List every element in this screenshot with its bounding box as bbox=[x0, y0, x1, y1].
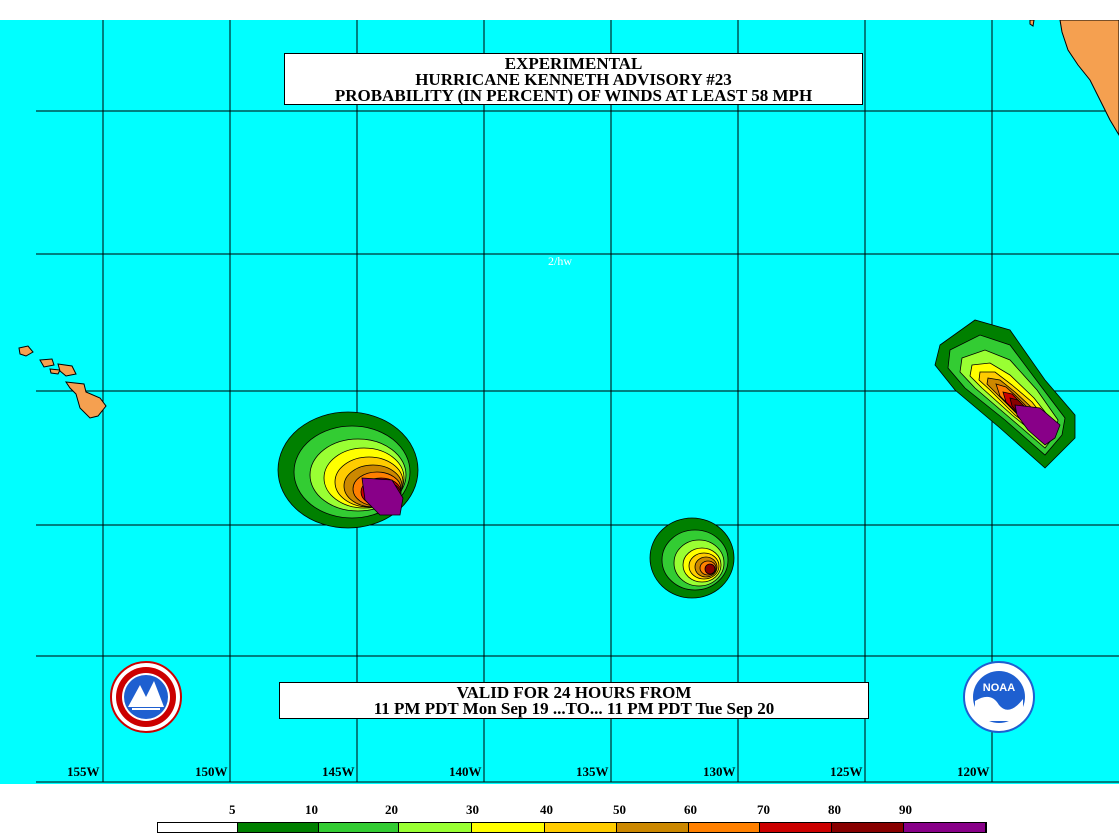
title-line-3: PROBABILITY (IN PERCENT) OF WINDS AT LEA… bbox=[334, 86, 813, 105]
lon-label-130w: 130W bbox=[703, 764, 736, 779]
legend-label-5: 5 bbox=[229, 802, 236, 817]
legend-swatch bbox=[319, 823, 399, 832]
probability-contour-west bbox=[277, 411, 419, 529]
noaa-logo-text: NOAA bbox=[983, 682, 1015, 694]
lon-label-145w: 145W bbox=[322, 764, 355, 779]
legend-color-bar bbox=[157, 822, 987, 833]
legend-label-70: 70 bbox=[757, 802, 770, 817]
map-area: EXPERIMENTAL HURRICANE KENNETH ADVISORY … bbox=[0, 20, 1119, 784]
probability-contour-center bbox=[649, 517, 735, 599]
legend-swatch bbox=[238, 823, 319, 832]
legend-swatch bbox=[617, 823, 689, 832]
legend-label-20: 20 bbox=[385, 802, 398, 817]
legend-swatch bbox=[832, 823, 904, 832]
noaa-logo: NOAA bbox=[963, 661, 1035, 733]
lon-label-120w: 120W bbox=[957, 764, 990, 779]
legend-label-50: 50 bbox=[613, 802, 626, 817]
legend-label-40: 40 bbox=[540, 802, 553, 817]
legend-label-30: 30 bbox=[466, 802, 479, 817]
lon-label-135w: 135W bbox=[576, 764, 609, 779]
legend-label-60: 60 bbox=[684, 802, 697, 817]
probability-contour-east bbox=[934, 319, 1076, 469]
lon-label-155w: 155W bbox=[67, 764, 100, 779]
nws-logo bbox=[110, 661, 182, 733]
california-landmass bbox=[1059, 20, 1119, 136]
lon-label-140w: 140W bbox=[449, 764, 482, 779]
latitude-grid bbox=[36, 110, 1119, 783]
legend-label-90: 90 bbox=[899, 802, 912, 817]
longitude-grid bbox=[102, 20, 993, 782]
lon-label-125w: 125W bbox=[830, 764, 863, 779]
legend-swatch bbox=[158, 823, 238, 832]
map-title-box: EXPERIMENTAL HURRICANE KENNETH ADVISORY … bbox=[284, 53, 863, 105]
title-line-1: EXPERIMENTAL bbox=[504, 54, 643, 73]
legend-swatch bbox=[472, 823, 545, 832]
hawaiian-islands bbox=[18, 345, 107, 419]
legend-swatch bbox=[689, 823, 760, 832]
map-small-label: 2/hw bbox=[548, 254, 572, 268]
legend-swatch bbox=[399, 823, 472, 832]
legend-swatch bbox=[760, 823, 832, 832]
title-line-2: HURRICANE KENNETH ADVISORY #23 bbox=[415, 70, 732, 89]
legend-swatch bbox=[545, 823, 617, 832]
valid-line-2: 11 PM PDT Mon Sep 19 ...TO... 11 PM PDT … bbox=[373, 699, 775, 718]
valid-line-1: VALID FOR 24 HOURS FROM bbox=[456, 683, 692, 702]
map-canvas bbox=[18, 20, 1119, 783]
legend-label-10: 10 bbox=[305, 802, 318, 817]
legend-label-80: 80 bbox=[828, 802, 841, 817]
valid-period-box: VALID FOR 24 HOURS FROM 11 PM PDT Mon Se… bbox=[279, 682, 869, 719]
coast-island bbox=[1029, 20, 1035, 27]
lon-label-150w: 150W bbox=[195, 764, 228, 779]
legend-swatch bbox=[904, 823, 986, 832]
